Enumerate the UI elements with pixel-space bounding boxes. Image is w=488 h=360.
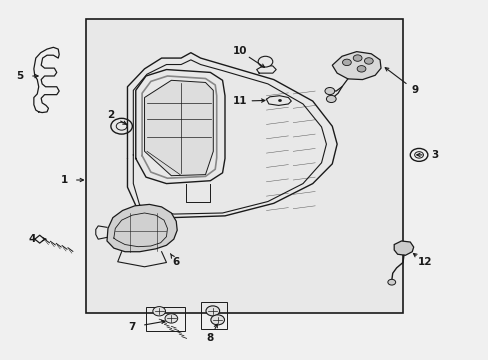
Bar bbox=[146, 307, 184, 330]
Text: 3: 3 bbox=[430, 150, 437, 160]
Circle shape bbox=[342, 59, 350, 66]
Polygon shape bbox=[144, 80, 213, 176]
Circle shape bbox=[210, 315, 224, 325]
Text: 10: 10 bbox=[232, 46, 246, 56]
Text: 8: 8 bbox=[206, 333, 214, 343]
Circle shape bbox=[205, 306, 219, 316]
Bar bbox=[86, 19, 402, 313]
Circle shape bbox=[356, 66, 365, 72]
Circle shape bbox=[164, 314, 177, 323]
Text: 9: 9 bbox=[411, 85, 418, 95]
Circle shape bbox=[258, 56, 272, 67]
Text: 11: 11 bbox=[232, 96, 246, 106]
Polygon shape bbox=[107, 204, 177, 252]
Text: 12: 12 bbox=[417, 257, 431, 267]
Polygon shape bbox=[331, 51, 380, 80]
Text: 2: 2 bbox=[106, 111, 114, 121]
Text: 7: 7 bbox=[128, 322, 136, 332]
Text: 4: 4 bbox=[29, 234, 36, 244]
Text: 6: 6 bbox=[172, 257, 180, 267]
Circle shape bbox=[364, 58, 372, 64]
Circle shape bbox=[326, 95, 335, 103]
Circle shape bbox=[352, 55, 361, 61]
Circle shape bbox=[387, 279, 395, 285]
Text: 5: 5 bbox=[17, 71, 24, 81]
Polygon shape bbox=[393, 241, 413, 255]
Circle shape bbox=[153, 307, 165, 316]
Text: 1: 1 bbox=[61, 175, 67, 185]
Circle shape bbox=[325, 87, 334, 95]
Bar bbox=[200, 302, 227, 329]
